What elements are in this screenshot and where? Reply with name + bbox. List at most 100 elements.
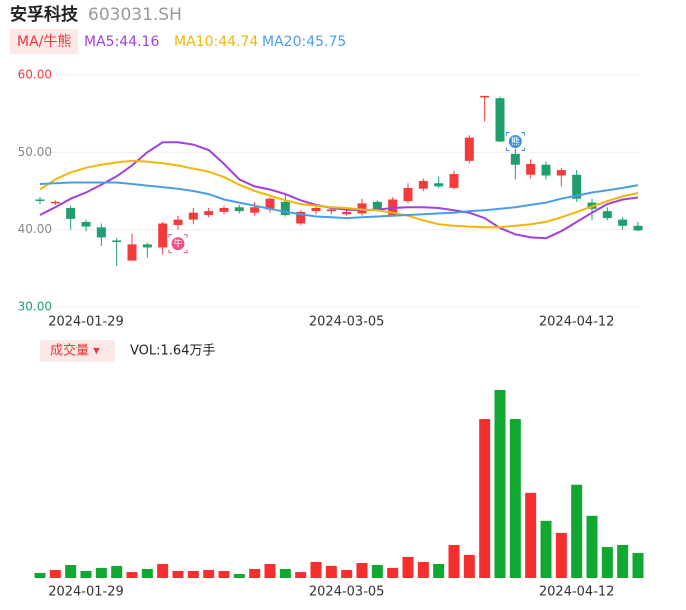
volume-bar xyxy=(233,574,245,578)
volume-bar xyxy=(571,484,583,578)
ma-legend: MA20:45.75 xyxy=(262,34,346,50)
candle-body xyxy=(403,187,413,202)
signal-badge xyxy=(508,134,522,148)
ma-button[interactable]: MA/牛熊 xyxy=(17,34,71,50)
volume-bar xyxy=(203,570,215,578)
volume-bar xyxy=(632,552,644,578)
volume-bar xyxy=(479,419,491,578)
candle-body xyxy=(602,211,612,219)
volume-bar xyxy=(525,492,537,578)
x-tick-label: 2024-04-12 xyxy=(539,315,615,330)
x-tick-label: 2024-01-29 xyxy=(48,585,124,600)
volume-bar xyxy=(325,565,337,578)
volume-bar xyxy=(80,570,92,578)
candle-body xyxy=(234,207,244,212)
volume-bar xyxy=(540,520,552,578)
volume-bar xyxy=(448,544,460,578)
volume-bar xyxy=(494,390,506,578)
volume-bar xyxy=(509,419,521,578)
candle-body xyxy=(127,244,137,261)
candle-body xyxy=(35,199,45,202)
candle-body xyxy=(495,98,505,142)
candle-body xyxy=(464,137,474,161)
volume-bar xyxy=(310,561,322,578)
volume-bar xyxy=(111,565,123,578)
candle-body xyxy=(50,201,60,204)
volume-bar xyxy=(402,556,414,578)
candle-body xyxy=(342,211,352,215)
candle-body xyxy=(449,173,459,188)
candle-body xyxy=(280,201,290,215)
ma-line xyxy=(39,141,639,240)
x-tick-label: 2024-03-05 xyxy=(309,315,385,330)
ma-button-bg[interactable] xyxy=(10,29,78,54)
candle-body xyxy=(250,207,260,213)
x-tick-label: 2024-01-29 xyxy=(48,315,124,330)
candle-body xyxy=(96,227,106,238)
volume-bar xyxy=(341,570,353,578)
candle-body xyxy=(158,223,168,248)
candle-body xyxy=(296,211,306,224)
candle-body xyxy=(434,183,444,187)
volume-bar xyxy=(126,572,138,578)
volume-bar xyxy=(601,546,613,578)
volume-bar xyxy=(279,568,291,578)
volume-bar xyxy=(555,532,567,578)
candle-body xyxy=(556,170,566,176)
candle-body xyxy=(219,208,229,212)
signal-badge xyxy=(171,237,185,251)
candle-body xyxy=(418,180,428,189)
volume-bar xyxy=(141,568,153,578)
signal-bracket xyxy=(168,234,188,254)
candle-body xyxy=(112,240,122,243)
candle-body xyxy=(188,212,198,220)
ma-legend: MA10:44.74 xyxy=(174,34,258,50)
ma-legend: MA5:44.16 xyxy=(84,34,159,50)
volume-legend: VOL:1.64万手 xyxy=(130,344,215,359)
stock-code: 603031.SH xyxy=(88,5,182,25)
candle-body xyxy=(357,203,367,214)
volume-button[interactable]: 成交量 ▾ xyxy=(50,343,100,359)
ma-line xyxy=(39,159,639,229)
candle-body xyxy=(326,209,336,212)
volume-bar xyxy=(95,567,107,578)
volume-bar xyxy=(417,561,429,578)
candle-body xyxy=(618,219,628,226)
volume-bar xyxy=(371,565,383,578)
candle-body xyxy=(173,219,183,226)
x-tick-label: 2024-03-05 xyxy=(309,585,385,600)
candle-body xyxy=(633,225,643,231)
signal-bracket xyxy=(505,131,525,151)
candle-body xyxy=(142,244,152,248)
y-tick-label: 60.00 xyxy=(18,68,52,82)
volume-bar xyxy=(249,568,261,578)
volume-button-bg[interactable] xyxy=(40,340,115,362)
volume-bar xyxy=(463,554,475,578)
volume-bar xyxy=(387,567,399,578)
stock-name: 安孚科技 xyxy=(10,4,79,25)
volume-bar xyxy=(264,563,276,578)
candle-body xyxy=(526,163,536,175)
candle-body xyxy=(510,153,520,165)
x-tick-label: 2024-04-12 xyxy=(539,585,615,600)
volume-bar xyxy=(49,570,61,578)
volume-bar xyxy=(356,563,368,578)
volume-bar xyxy=(218,570,230,578)
y-tick-label: 40.00 xyxy=(18,222,52,236)
candle-body xyxy=(572,174,582,199)
ma-line xyxy=(39,181,639,220)
volume-bar xyxy=(586,515,598,578)
candle-body xyxy=(541,164,551,176)
volume-bar xyxy=(433,563,445,578)
volume-bar xyxy=(295,572,307,578)
candle-body xyxy=(204,211,214,215)
volume-bar xyxy=(65,565,77,578)
signal-label: 牛 xyxy=(173,238,182,250)
candle-body xyxy=(81,221,91,227)
candle-body xyxy=(265,198,275,210)
candle-body xyxy=(480,95,490,98)
signal-label: 熊 xyxy=(511,135,520,147)
volume-bar xyxy=(172,570,184,578)
y-tick-label: 50.00 xyxy=(18,145,52,159)
